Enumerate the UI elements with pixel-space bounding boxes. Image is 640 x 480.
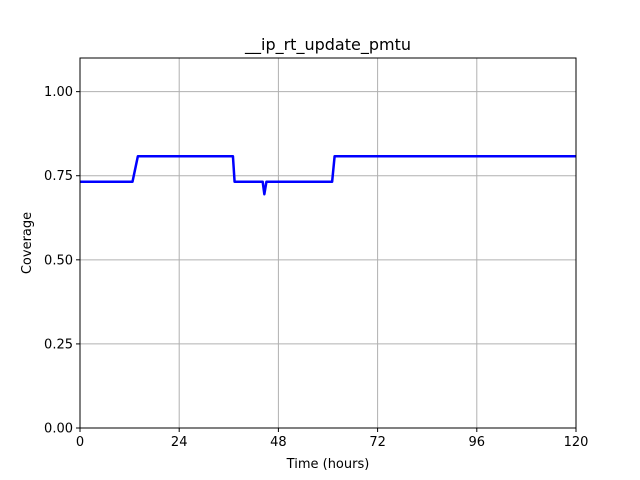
coverage-series-line [80, 154, 576, 196]
y-tick-label: 1.00 [44, 85, 73, 100]
y-axis-label: Coverage [20, 212, 35, 274]
chart-title: __ip_rt_update_pmtu [244, 35, 411, 55]
x-tick-label: 72 [369, 435, 386, 450]
x-tick-label: 0 [76, 435, 84, 450]
series-layer [80, 154, 576, 196]
ticks: 0 24 48 72 96 120 0.00 0.25 0.50 0.75 1.00 [44, 85, 588, 450]
y-tick-label: 0.50 [44, 253, 73, 268]
x-axis-label: Time (hours) [286, 457, 370, 472]
x-tick-label: 120 [564, 435, 589, 450]
x-tick-label: 48 [270, 435, 287, 450]
y-tick-label: 0.00 [44, 422, 73, 437]
y-tick-label: 0.75 [44, 169, 73, 184]
x-tick-label: 96 [469, 435, 486, 450]
plot-frame [79, 57, 577, 429]
y-tick-label: 0.25 [44, 337, 73, 352]
x-tick-label: 24 [171, 435, 188, 450]
